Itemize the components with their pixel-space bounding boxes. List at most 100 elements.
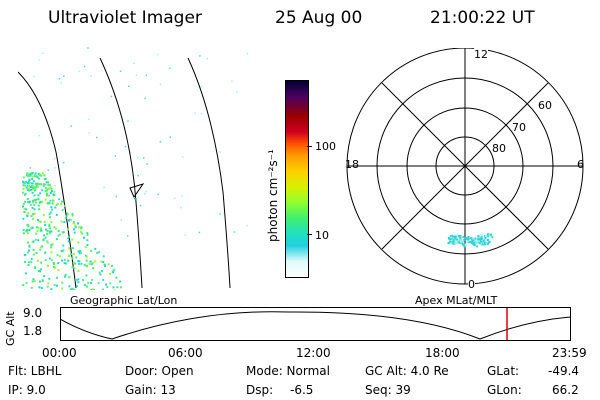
emission-pixel: [33, 194, 36, 197]
emission-pixel: [71, 287, 74, 290]
emission-pixel: [66, 228, 69, 231]
emission-pixel: [487, 238, 490, 241]
emission-pixel: [54, 266, 57, 269]
emission-pixel: [40, 229, 43, 232]
emission-pixel: [92, 288, 95, 290]
emission-pixel: [486, 233, 489, 236]
lat-label-80: 80: [492, 142, 506, 155]
emission-pixel: [454, 236, 457, 239]
emission-pixel: [55, 203, 58, 206]
emission-pixel: [71, 238, 74, 241]
emission-pixel: [38, 208, 41, 211]
emission-pixel: [44, 198, 47, 201]
emission-pixel: [60, 220, 63, 223]
emission-pixel: [53, 194, 56, 196]
emission-pixel: [49, 199, 52, 202]
emission-pixel: [78, 250, 81, 253]
mlt-label-18: 18: [345, 158, 359, 171]
emission-pixel: [41, 172, 44, 175]
emission-pixel: [50, 259, 53, 262]
emission-pixel: [480, 234, 483, 237]
emission-pixel: [36, 176, 39, 179]
emission-pixel: [78, 260, 81, 263]
emission-pixel: [36, 182, 38, 185]
emission-pixel: [36, 230, 39, 233]
emission-pixel: [72, 261, 75, 264]
x-tick-label: 00:00: [42, 346, 77, 360]
emission-pixel: [66, 213, 69, 216]
emission-pixel: [71, 257, 74, 260]
emission-pixel: [86, 233, 89, 236]
emission-pixel: [27, 189, 30, 192]
emission-pixel: [41, 201, 44, 204]
emission-pixel: [94, 260, 97, 263]
emission-pixel: [107, 263, 110, 266]
emission-pixel: [102, 261, 105, 263]
emission-pixel: [25, 186, 28, 189]
emission-pixel: [63, 161, 65, 164]
lat-label-60: 60: [538, 99, 552, 112]
emission-pixel: [30, 261, 33, 264]
emission-pixel: [135, 74, 138, 76]
emission-pixel: [33, 208, 36, 211]
emission-pixel: [61, 249, 64, 252]
emission-pixel: [477, 239, 480, 242]
emission-pixel: [31, 188, 34, 191]
emission-pixel: [90, 263, 93, 266]
emission-pixel: [67, 219, 70, 222]
emission-pixel: [22, 228, 25, 231]
emission-pixel: [133, 198, 136, 200]
emission-pixel: [26, 172, 29, 175]
emission-pixel: [30, 182, 33, 185]
emission-pixel: [83, 236, 85, 239]
emission-pixel: [81, 232, 84, 235]
emission-pixel: [482, 240, 485, 243]
emission-pixel: [488, 233, 491, 236]
emission-pixel: [88, 118, 90, 121]
emission-pixel: [453, 243, 456, 245]
emission-pixel: [452, 242, 455, 245]
emission-pixel: [113, 268, 116, 271]
emission-pixel: [31, 280, 34, 283]
emission-pixel: [487, 235, 490, 238]
emission-pixel: [52, 262, 55, 265]
emission-pixel: [102, 255, 105, 258]
emission-pixel: [46, 188, 49, 191]
emission-pixel: [23, 211, 26, 213]
emission-pixel: [68, 285, 71, 288]
instrument-title: Ultraviolet Imager: [48, 8, 202, 28]
emission-pixel: [39, 270, 41, 273]
emission-pixel: [181, 156, 184, 158]
emission-pixel: [71, 266, 74, 269]
emission-pixel: [64, 273, 67, 276]
emission-pixel: [119, 70, 122, 72]
emission-pixel: [471, 240, 474, 243]
emission-pixel: [40, 227, 42, 230]
emission-pixel: [85, 255, 88, 258]
emission-pixel: [484, 237, 487, 239]
emission-pixel: [22, 187, 25, 190]
emission-pixel: [43, 174, 46, 177]
emission-pixel: [54, 167, 56, 169]
timeline-axis-label: GC Alt: [4, 311, 17, 346]
emission-pixel: [77, 269, 80, 272]
emission-pixel: [34, 238, 37, 241]
emission-pixel: [56, 202, 59, 205]
emission-pixel: [50, 187, 53, 190]
emission-pixel: [32, 249, 35, 251]
emission-pixel: [53, 190, 56, 193]
emission-pixel: [31, 226, 34, 229]
emission-pixel: [89, 260, 92, 263]
emission-pixel: [462, 243, 465, 246]
emission-pixel: [50, 288, 53, 290]
lat-label-70: 70: [512, 121, 526, 134]
emission-pixel: [135, 198, 138, 200]
emission-pixel: [73, 231, 76, 234]
emission-pixel: [75, 256, 78, 259]
emission-pixel: [485, 241, 488, 244]
emission-pixel: [90, 288, 93, 290]
emission-pixel: [180, 206, 182, 209]
emission-pixel: [144, 97, 146, 100]
emission-pixel: [30, 203, 33, 206]
emission-pixel: [25, 208, 28, 211]
